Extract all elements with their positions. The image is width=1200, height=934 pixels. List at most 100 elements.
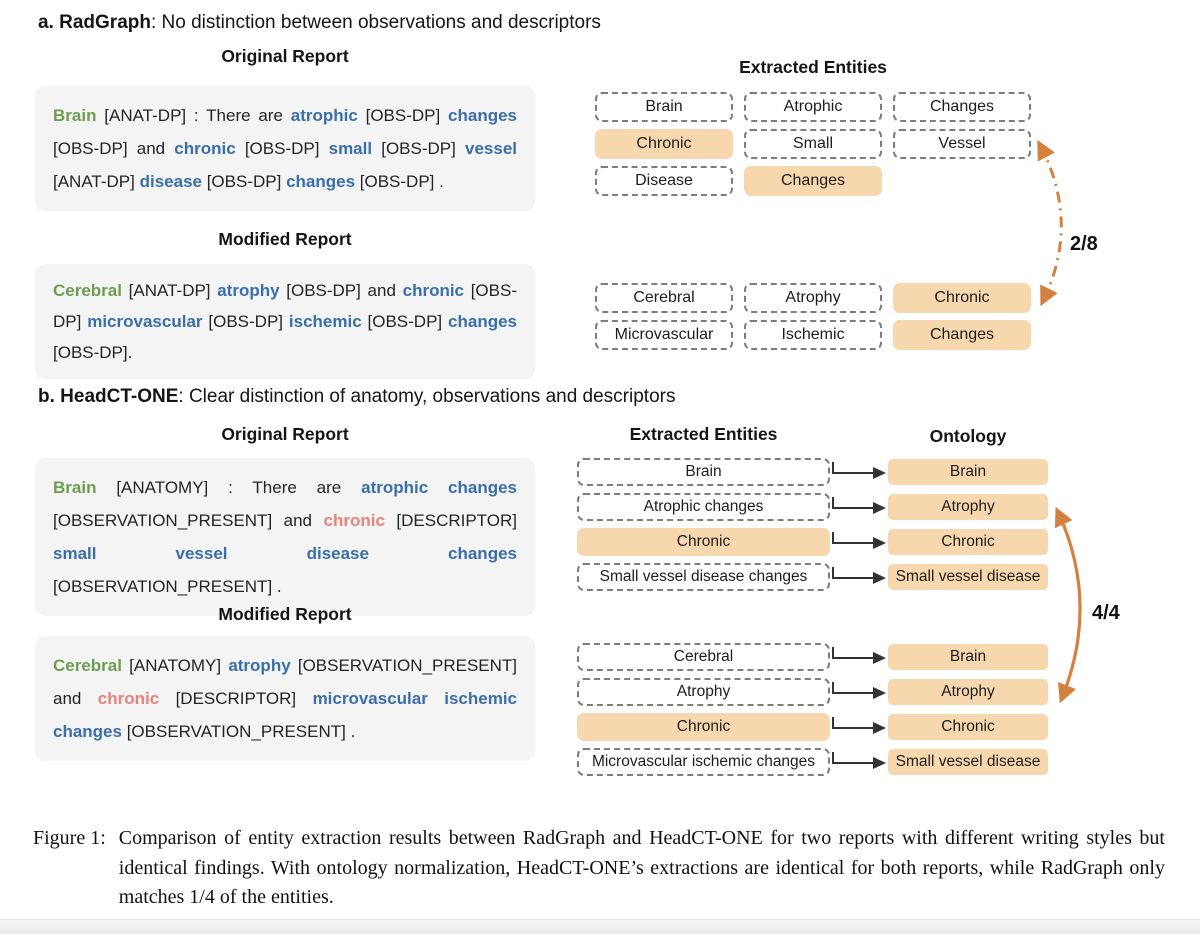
bottom-edge-strip <box>0 919 1200 934</box>
report-token-desc: chronic <box>323 511 385 530</box>
entity-box: Atrophic changes <box>577 493 830 521</box>
ontology-box: Brain <box>888 644 1048 670</box>
entity-box-matched: Chronic <box>595 129 733 159</box>
ontology-box: Small vessel disease <box>888 564 1048 590</box>
report-token-plain: [OBS-DP] and <box>53 106 522 158</box>
report-token-obs: small <box>328 139 373 158</box>
entity-box: Atrophy <box>577 678 830 706</box>
section-a-original-entity-grid: Brain Atrophic Changes Chronic Small Vessel Di… <box>595 92 1031 196</box>
section-b-extracted-entities-header: Extracted Entities <box>629 424 778 444</box>
report-token-plain: [OBSERVATION_PRESENT] and <box>53 656 522 708</box>
entity-ontology-row: Atrophy Atrophy <box>577 678 1048 706</box>
report-token-plain: [DESCRIPTOR] <box>159 689 313 708</box>
entity-ontology-row: Brain Brain <box>577 458 1048 486</box>
arrow-right-icon <box>832 462 886 479</box>
entity-box: Disease <box>595 166 733 196</box>
report-token-obs: ischemic <box>288 312 362 331</box>
report-token-plain: [ANATOMY] <box>121 656 229 675</box>
report-token-obs: atrophic <box>290 106 358 125</box>
report-token-plain: [ANAT-DP] : There are <box>96 106 291 125</box>
arrow-right-icon <box>832 717 886 734</box>
ontology-box: Small vessel disease <box>888 749 1048 775</box>
section-b-original-mapping-rows: Brain Brain Atrophic changes Atrophy Chronic… <box>577 458 1048 598</box>
entity-box: Atrophy <box>744 283 882 313</box>
report-token-obs: chronic <box>402 281 465 300</box>
entity-ontology-row: Microvascular ischemic changes Small vess… <box>577 748 1048 776</box>
report-token-plain: [ANAT-DP] <box>121 281 218 300</box>
entity-ontology-row: Small vessel disease changes Small vessel… <box>577 563 1048 591</box>
entity-ontology-row: Atrophic changes Atrophy <box>577 493 1048 521</box>
report-token-plain: [OBS-DP] and <box>279 281 403 300</box>
report-token-plain: [OBS-DP] <box>202 312 289 331</box>
report-token-obs: changes <box>448 106 518 125</box>
report-token-obs: disease <box>139 172 202 191</box>
arrow-right-icon <box>832 567 886 584</box>
report-token-plain: [OBS-DP] <box>235 139 329 158</box>
section-b-original-report-label: Original Report <box>221 424 349 444</box>
arrow-right-icon <box>832 497 886 514</box>
section-a-modified-entity-grid: Cerebral Atrophy Chronic Microvascular Ische… <box>595 283 1031 350</box>
section-b-modified-report-label: Modified Report <box>218 604 352 624</box>
section-a-match-score: 2/8 <box>1070 233 1098 255</box>
entity-box: Cerebral <box>577 643 830 671</box>
report-token-obs: atrophy <box>217 281 280 300</box>
arrow-right-icon <box>832 752 886 769</box>
entity-box: Small <box>744 129 882 159</box>
report-token-obs: chronic <box>174 139 236 158</box>
section-a-extracted-entities-header: Extracted Entities <box>739 57 887 77</box>
entity-box: Brain <box>595 92 733 122</box>
report-token-anat: Brain <box>53 478 97 497</box>
section-a-original-report-label: Original Report <box>221 46 349 66</box>
entity-box: Cerebral <box>595 283 733 313</box>
entity-box: Changes <box>893 92 1031 122</box>
arrow-right-icon <box>832 532 886 549</box>
entity-box: Brain <box>577 458 830 486</box>
entity-box: Ischemic <box>744 320 882 350</box>
figure-caption: Figure 1: Comparison of entity extractio… <box>33 824 1165 913</box>
section-b-original-report-text: Brain [ANATOMY] : There are atrophic cha… <box>35 458 535 616</box>
report-token-obs: vessel <box>465 139 518 158</box>
report-token-plain: [OBS-DP] <box>361 312 449 331</box>
arrow-right-icon <box>832 682 886 699</box>
ontology-box: Atrophy <box>888 679 1048 705</box>
entity-box-matched: Chronic <box>577 528 830 556</box>
section-b-title: b. HeadCT-ONE: Clear distinction of anat… <box>38 386 675 408</box>
entity-box-matched: Changes <box>893 320 1031 350</box>
report-token-anat: Brain <box>53 106 97 125</box>
report-token-obs: microvascular <box>87 312 203 331</box>
match-arrow-dashdot-icon <box>1037 139 1063 307</box>
ontology-box: Chronic <box>888 529 1048 555</box>
entity-ontology-row: Chronic Chronic <box>577 528 1048 556</box>
entity-box: Microvascular ischemic changes <box>577 748 830 776</box>
arrow-right-icon <box>832 647 886 664</box>
report-token-obs: atrophic changes <box>361 478 518 497</box>
report-token-obs: small vessel disease changes <box>53 544 517 563</box>
report-token-desc: chronic <box>97 689 160 708</box>
report-token-plain: [OBS-DP] . <box>355 172 444 191</box>
report-token-plain: [OBS-DP] <box>357 106 449 125</box>
entity-ontology-row: Chronic Chronic <box>577 713 1048 741</box>
entity-box-matched: Chronic <box>893 283 1031 313</box>
report-token-plain: [OBSERVATION_PRESENT] . <box>121 722 356 741</box>
match-arrow-solid-icon <box>1054 506 1082 704</box>
report-token-plain: [ANAT-DP] <box>53 139 522 191</box>
section-a-original-report-text: Brain [ANAT-DP] : There are atrophic [OB… <box>35 86 535 211</box>
report-token-obs: changes <box>448 312 518 331</box>
report-token-plain: [DESCRIPTOR] <box>384 511 522 530</box>
ontology-box: Brain <box>888 459 1048 485</box>
report-token-plain: [OBS-DP] <box>201 172 287 191</box>
report-token-plain: [OBS-DP] <box>372 139 466 158</box>
section-b-match-score: 4/4 <box>1092 602 1120 624</box>
figure-caption-text: Comparison of entity extraction results … <box>118 827 1165 908</box>
report-token-obs: changes <box>286 172 356 191</box>
entity-box-matched: Changes <box>744 166 882 196</box>
report-token-obs: atrophy <box>228 656 291 675</box>
report-token-plain: [OBS-DP]. <box>53 312 522 362</box>
section-b-title-method: b. HeadCT-ONE <box>38 386 179 407</box>
report-token-plain: [OBS-DP] <box>53 281 517 331</box>
entity-ontology-row: Cerebral Brain <box>577 643 1048 671</box>
entity-box: Small vessel disease changes <box>577 563 830 591</box>
entity-box: Vessel <box>893 129 1031 159</box>
section-a-title-method: a. RadGraph <box>38 12 151 33</box>
